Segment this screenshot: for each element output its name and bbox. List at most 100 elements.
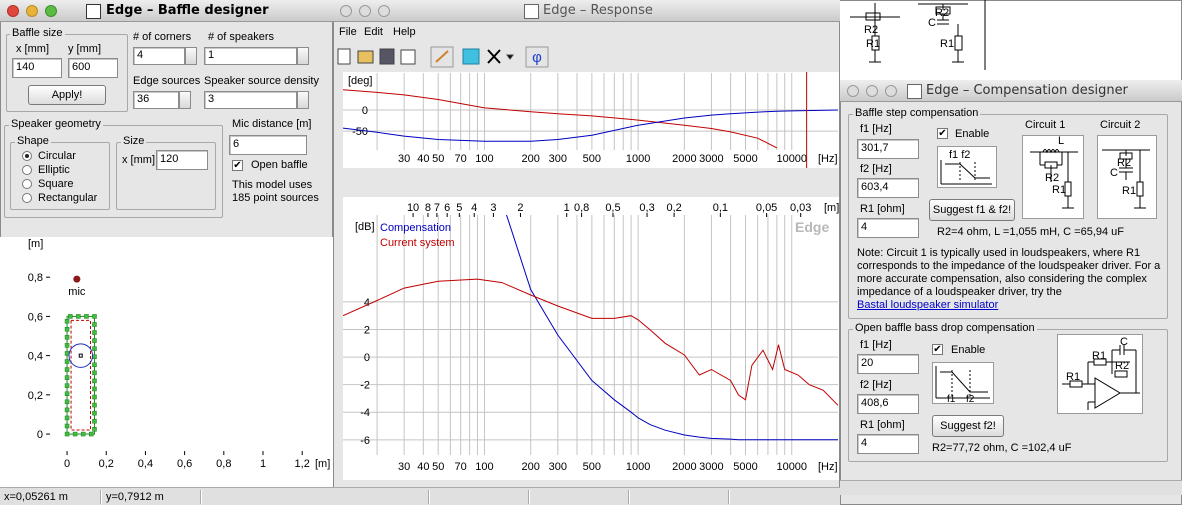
y-tick-label: 2 [364, 324, 370, 336]
radio-button[interactable] [22, 179, 32, 189]
edge-source [92, 427, 97, 432]
x-tick-label: 0 [64, 458, 70, 470]
edge-source [92, 362, 97, 368]
text-input[interactable]: 6 [229, 135, 307, 155]
text-input[interactable]: 408,6 [857, 394, 919, 414]
button[interactable]: Suggest f2! [932, 415, 1004, 437]
status-text: y=0,7912 m [106, 491, 164, 503]
edge-source [68, 314, 73, 319]
close-button[interactable] [7, 5, 19, 17]
text-input[interactable]: 301,7 [857, 139, 919, 159]
radio-button[interactable] [22, 165, 32, 175]
phase-button[interactable]: φ [532, 49, 542, 66]
x-tick-label: 3000 [699, 153, 723, 165]
checkbox[interactable]: ✔ [232, 160, 243, 171]
top-tick-label: 0,8 [574, 202, 589, 214]
button[interactable]: Suggest f1 & f2! [929, 199, 1015, 221]
axis-unit: [dB] [355, 221, 375, 233]
y-tick-label: -50 [352, 126, 368, 138]
label: Edge sources [133, 75, 201, 87]
x-tick-label: 0,4 [138, 458, 153, 470]
text-input[interactable]: 4 [857, 434, 919, 454]
minimize-button[interactable] [866, 85, 878, 97]
spin-arrows[interactable] [185, 47, 197, 65]
note: 185 point sources [232, 192, 319, 204]
button[interactable]: Apply! [28, 85, 106, 105]
checkbox-label: Open baffle [251, 159, 308, 171]
title-bar: Edge – Compensation designer [840, 80, 1182, 102]
x-tick-label: 0,8 [216, 458, 231, 470]
response-icon [937, 146, 997, 188]
divider [528, 490, 530, 504]
result-text: R2=77,72 ohm, C =102,4 uF [932, 442, 1072, 454]
x-tick-label: 3000 [699, 461, 723, 473]
label: x [mm] [122, 154, 155, 166]
background-circuits: R2 R1 R2 C R1 [850, 0, 986, 70]
circuit-title: Circuit 1 [1025, 119, 1066, 131]
phase-toggle[interactable] [525, 46, 549, 68]
axis-unit: [Hz] [818, 461, 838, 473]
label: R1 [ohm] [860, 203, 905, 215]
radio-label: Circular [38, 150, 76, 162]
open-icon[interactable] [357, 50, 374, 64]
minimize-button[interactable] [359, 5, 371, 17]
spin-input[interactable]: 36 [133, 91, 179, 109]
save-icon[interactable] [379, 48, 395, 65]
label: Speaker source density [204, 75, 319, 87]
y-tick-label: 0 [364, 352, 370, 364]
top-tick-label: 0,5 [605, 202, 620, 214]
group-box [6, 34, 128, 112]
edge-source [92, 370, 97, 376]
y-tick-label: 0,4 [28, 351, 43, 363]
close-button[interactable] [847, 85, 859, 97]
result-text: R2=4 ohm, L =1,055 mH, C =65,94 uF [937, 226, 1125, 238]
checkbox[interactable]: ✔ [937, 128, 948, 139]
menu-item[interactable]: Edit [364, 26, 383, 38]
spin-input[interactable]: 3 [204, 91, 297, 109]
text-input[interactable]: 600 [68, 58, 118, 78]
text-input[interactable]: 20 [857, 354, 919, 374]
x-tick-label: 500 [583, 461, 601, 473]
group-box [848, 114, 1168, 319]
label: # of speakers [208, 31, 275, 43]
window-title: Edge – Response [543, 3, 653, 18]
x-tick-label: 50 [432, 153, 444, 165]
group-label: Speaker geometry [9, 118, 103, 131]
link[interactable]: Bastal loudspeaker simulator [857, 299, 999, 311]
legend-entry: Compensation [380, 222, 451, 234]
spin-arrows[interactable] [297, 47, 309, 65]
zoom-button[interactable] [378, 5, 390, 17]
y-tick-label: 0 [37, 429, 43, 441]
series-line [505, 215, 838, 441]
label: # of corners [133, 31, 192, 43]
top-tick-label: 3 [490, 202, 496, 214]
axis-unit: [deg] [348, 75, 372, 87]
spin-arrows[interactable] [179, 91, 191, 109]
label: R1 [ohm] [860, 419, 905, 431]
text-input[interactable]: 120 [156, 150, 208, 170]
zoom-button[interactable] [45, 5, 57, 17]
new-icon[interactable] [337, 48, 351, 65]
spin-arrows[interactable] [297, 91, 309, 109]
checkbox[interactable]: ✔ [932, 344, 943, 355]
text-input[interactable]: 140 [12, 58, 62, 78]
radio-button[interactable] [22, 193, 32, 203]
y-tick-label: 0,8 [28, 272, 43, 284]
text-input[interactable]: 603,4 [857, 178, 919, 198]
spin-input[interactable]: 1 [204, 47, 297, 65]
menu-item[interactable]: Help [393, 26, 416, 38]
x-tick-label: 70 [455, 461, 467, 473]
menu-item[interactable]: File [339, 26, 357, 38]
text-input[interactable]: 4 [857, 218, 919, 238]
zoom-button[interactable] [885, 85, 897, 97]
x-tick-label: 1000 [626, 153, 650, 165]
minimize-button[interactable] [26, 5, 38, 17]
radio-button[interactable] [22, 151, 32, 161]
close-button[interactable] [340, 5, 352, 17]
copy-icon[interactable] [400, 49, 416, 65]
tool-icon[interactable] [462, 48, 480, 65]
baffle-inner [70, 319, 91, 431]
edge-source [92, 394, 97, 400]
axis-unit: [m] [28, 238, 43, 250]
spin-input[interactable]: 4 [133, 47, 185, 65]
